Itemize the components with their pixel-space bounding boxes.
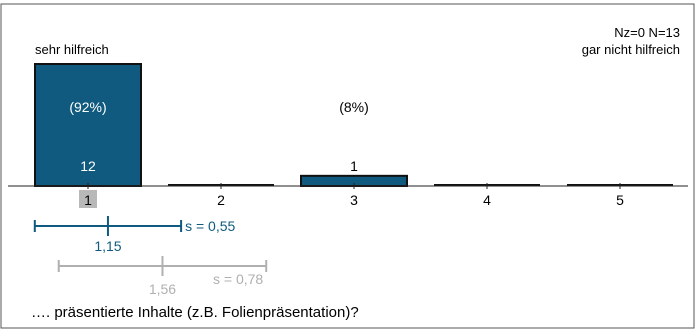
stat-reference-sd-label: s = 0,78 (213, 271, 263, 287)
scale-right-label: gar nicht hilfreich (582, 42, 680, 57)
scale-left-label: sehr hilfreich (35, 42, 109, 57)
chart-border (0, 3, 695, 329)
percent-label-1: (92%) (69, 99, 106, 115)
stat-primary-sd-label: s = 0,55 (185, 218, 235, 234)
percent-label-3: (8%) (339, 99, 369, 115)
count-label-1: 12 (80, 158, 96, 174)
stats-group: 1,15 s = 0,55 1,56 s = 0,78 (33, 216, 268, 297)
count-label-3: 1 (350, 158, 358, 174)
question-text: …. präsentierte Inhalte (z.B. Folienpräs… (31, 304, 359, 321)
x-tick-label-1: 1 (84, 192, 92, 208)
stat-reference-mean-label: 1,56 (149, 281, 176, 297)
x-tick-label-3: 3 (350, 192, 358, 208)
x-tick-label-5: 5 (616, 192, 624, 208)
bars-group: 12 (92%) 1 (8%) (34, 63, 673, 187)
n-label: Nz=0 N=13 (614, 25, 680, 40)
x-tick-label-2: 2 (217, 192, 225, 208)
stat-primary-mean-label: 1,15 (94, 238, 121, 254)
highlight-box (79, 190, 97, 208)
x-tick-label-4: 4 (483, 192, 491, 208)
x-ticks-group: 1 2 3 4 5 (79, 183, 624, 208)
